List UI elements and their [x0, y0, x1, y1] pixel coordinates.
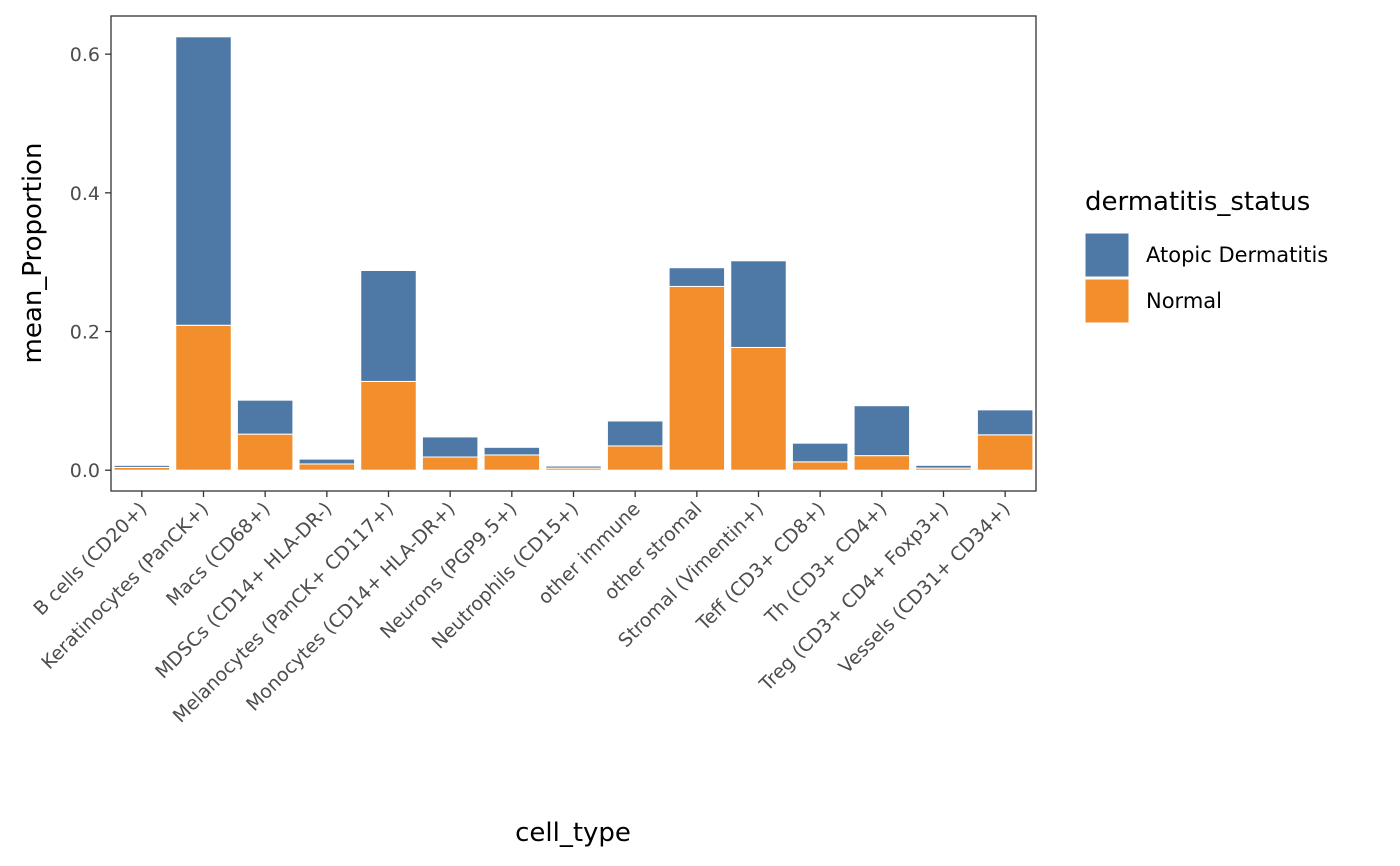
- bar-atopic-dermatitis: [606, 420, 664, 447]
- bar-normal: [421, 456, 479, 471]
- legend-label: Atopic Dermatitis: [1146, 243, 1328, 267]
- x-axis-title: cell_type: [515, 818, 631, 848]
- bar-atopic-dermatitis: [730, 260, 787, 348]
- y-tick-label: 0.4: [70, 183, 100, 205]
- y-tick-label: 0.6: [70, 44, 100, 66]
- y-tick-label: 0.0: [70, 460, 100, 482]
- y-axis: 0.0 0.2 0.4 0.6: [70, 44, 111, 482]
- legend-label: Normal: [1146, 289, 1222, 313]
- bar-normal: [175, 324, 232, 471]
- y-axis-title: mean_Proportion: [18, 143, 48, 364]
- bar-atopic-dermatitis: [421, 436, 479, 458]
- bar-atopic-dermatitis: [976, 409, 1034, 436]
- bar-normal: [360, 380, 417, 471]
- bar-atopic-dermatitis: [175, 36, 232, 326]
- bar-atopic-dermatitis: [915, 464, 972, 469]
- bar-atopic-dermatitis: [236, 399, 294, 435]
- bar-normal: [483, 454, 541, 471]
- bar-normal: [236, 433, 294, 471]
- x-tick-label: Melanocytes (PanCK+ CD117+): [169, 498, 398, 727]
- legend-key: [1084, 232, 1130, 278]
- bar-atopic-dermatitis: [113, 464, 171, 468]
- x-tick-label: B cells (CD20+): [29, 498, 151, 620]
- y-tick-label: 0.2: [70, 322, 100, 344]
- bar-atopic-dermatitis: [483, 446, 541, 456]
- bar-atopic-dermatitis: [545, 465, 602, 469]
- legend: dermatitis_status Atopic Dermatitis Norma…: [1084, 187, 1328, 324]
- bar-atopic-dermatitis: [668, 267, 726, 287]
- legend-key: [1084, 278, 1130, 324]
- bar-normal: [853, 455, 911, 471]
- bar-atopic-dermatitis: [791, 442, 849, 463]
- bar-atopic-dermatitis: [298, 458, 356, 465]
- legend-items: Atopic Dermatitis Normal: [1084, 232, 1328, 324]
- x-tick-label: Macs (CD68+): [162, 498, 275, 611]
- bar-normal: [668, 285, 726, 471]
- bar-normal: [791, 461, 849, 471]
- legend-title: dermatitis_status: [1085, 187, 1310, 217]
- bar-normal: [298, 463, 356, 471]
- bars-layer: [113, 36, 1034, 471]
- bar-atopic-dermatitis: [853, 405, 911, 457]
- x-axis: B cells (CD20+)Keratinocytes (PanCK+)Mac…: [29, 491, 1015, 727]
- bar-normal: [730, 346, 787, 471]
- bar-normal: [976, 434, 1034, 471]
- bar-atopic-dermatitis: [360, 269, 417, 382]
- bar-normal: [606, 445, 664, 471]
